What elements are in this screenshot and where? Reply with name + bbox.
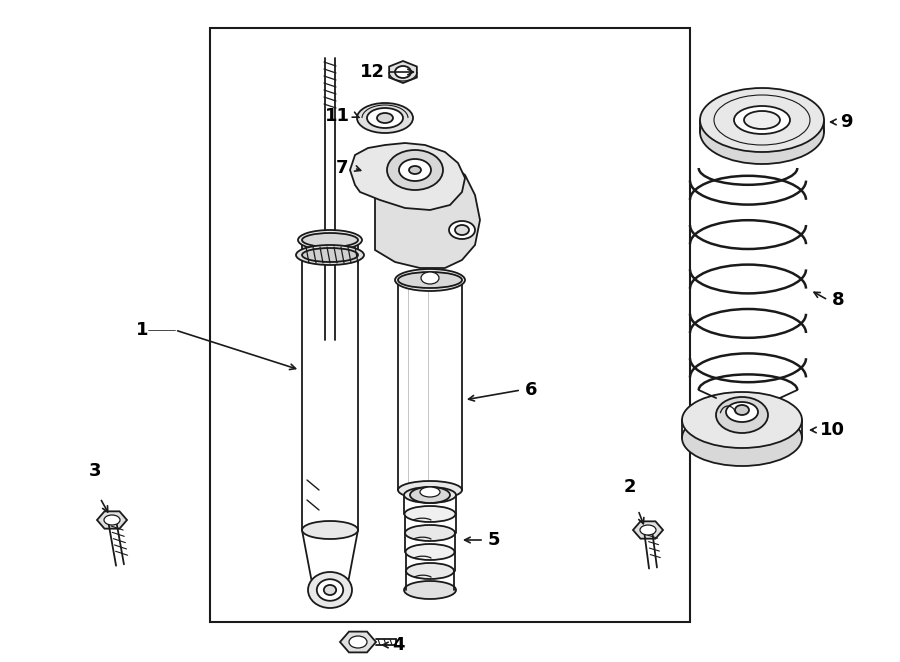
Ellipse shape <box>404 581 456 599</box>
Bar <box>210 28 690 622</box>
Polygon shape <box>375 158 480 268</box>
Ellipse shape <box>308 572 352 608</box>
Ellipse shape <box>404 506 455 522</box>
Polygon shape <box>633 522 663 539</box>
Ellipse shape <box>716 397 768 433</box>
Ellipse shape <box>406 544 454 560</box>
Text: 1: 1 <box>136 321 148 339</box>
Ellipse shape <box>404 487 456 503</box>
Ellipse shape <box>682 392 802 448</box>
Ellipse shape <box>387 150 443 190</box>
Ellipse shape <box>421 272 439 284</box>
Ellipse shape <box>449 221 475 239</box>
Ellipse shape <box>367 108 403 128</box>
Ellipse shape <box>317 579 343 601</box>
Ellipse shape <box>405 525 455 541</box>
Ellipse shape <box>682 410 802 466</box>
Text: 4: 4 <box>392 636 404 654</box>
Ellipse shape <box>395 269 465 291</box>
Ellipse shape <box>734 106 790 134</box>
Text: 2: 2 <box>624 478 636 496</box>
Ellipse shape <box>406 563 454 579</box>
Polygon shape <box>97 511 127 529</box>
Ellipse shape <box>398 272 462 288</box>
Ellipse shape <box>700 100 824 164</box>
Ellipse shape <box>302 248 358 262</box>
Ellipse shape <box>302 233 358 247</box>
Text: 5: 5 <box>488 531 500 549</box>
Text: 3: 3 <box>89 462 101 480</box>
Ellipse shape <box>744 111 780 129</box>
Ellipse shape <box>735 405 749 415</box>
Ellipse shape <box>410 487 450 503</box>
Ellipse shape <box>700 88 824 152</box>
Text: 7: 7 <box>336 159 348 177</box>
Ellipse shape <box>399 159 431 181</box>
Text: 10: 10 <box>820 421 845 439</box>
Ellipse shape <box>409 166 421 174</box>
Ellipse shape <box>395 66 411 78</box>
Text: 8: 8 <box>832 291 844 309</box>
Ellipse shape <box>324 585 337 595</box>
Ellipse shape <box>377 113 393 123</box>
Ellipse shape <box>298 230 362 250</box>
Ellipse shape <box>420 487 440 497</box>
Polygon shape <box>389 61 417 83</box>
Ellipse shape <box>296 245 364 265</box>
Ellipse shape <box>398 481 462 499</box>
Ellipse shape <box>357 103 413 133</box>
Text: 11: 11 <box>325 107 350 125</box>
Ellipse shape <box>104 515 120 525</box>
Polygon shape <box>340 632 376 652</box>
Text: 12: 12 <box>360 63 385 81</box>
Ellipse shape <box>455 225 469 235</box>
Ellipse shape <box>640 525 656 535</box>
Ellipse shape <box>302 521 358 539</box>
Ellipse shape <box>349 636 367 648</box>
Polygon shape <box>350 143 465 210</box>
Text: 6: 6 <box>525 381 537 399</box>
Text: 9: 9 <box>840 113 852 131</box>
Ellipse shape <box>726 402 758 422</box>
